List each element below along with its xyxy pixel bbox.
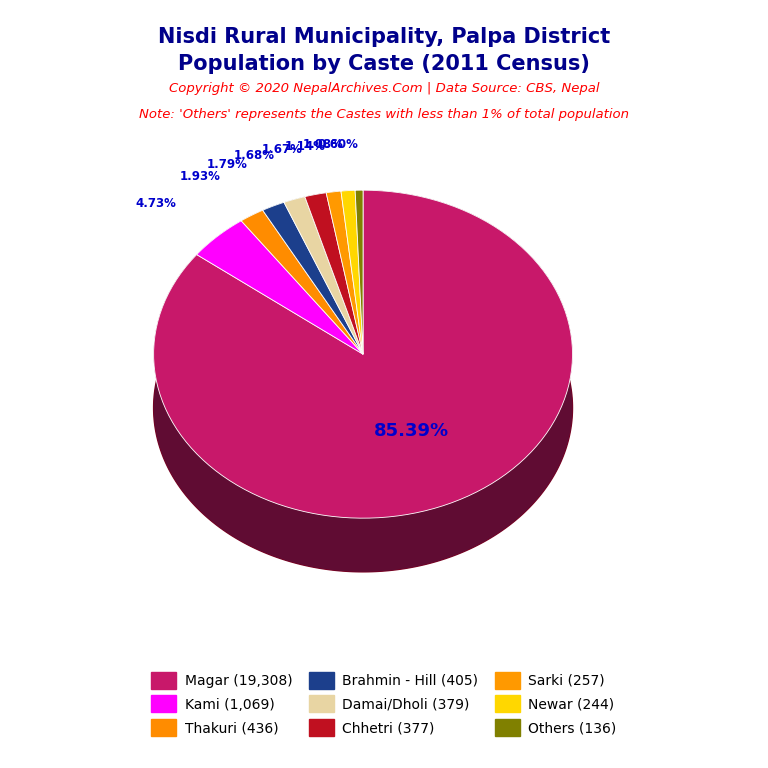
Text: 1.79%: 1.79% [207, 158, 248, 171]
Polygon shape [197, 254, 363, 408]
Polygon shape [263, 202, 284, 264]
Polygon shape [355, 190, 363, 408]
Text: Copyright © 2020 NepalArchives.Com | Data Source: CBS, Nepal: Copyright © 2020 NepalArchives.Com | Dat… [169, 82, 599, 95]
Polygon shape [284, 197, 305, 256]
Text: 0.60%: 0.60% [317, 137, 358, 151]
Polygon shape [241, 210, 263, 274]
Polygon shape [305, 193, 326, 250]
Polygon shape [355, 190, 363, 244]
Polygon shape [284, 197, 363, 354]
Text: 4.73%: 4.73% [136, 197, 177, 210]
Text: 1.93%: 1.93% [180, 170, 220, 183]
Text: 1.08%: 1.08% [303, 138, 344, 151]
Polygon shape [241, 210, 363, 354]
Polygon shape [284, 202, 363, 408]
Text: 1.68%: 1.68% [234, 150, 275, 162]
Polygon shape [154, 190, 572, 518]
Text: Note: 'Others' represents the Castes with less than 1% of total population: Note: 'Others' represents the Castes wit… [139, 108, 629, 121]
Text: Nisdi Rural Municipality, Palpa District: Nisdi Rural Municipality, Palpa District [158, 27, 610, 47]
Polygon shape [355, 190, 363, 408]
Polygon shape [263, 210, 363, 408]
Text: Population by Caste (2011 Census): Population by Caste (2011 Census) [178, 54, 590, 74]
Legend: Magar (19,308), Kami (1,069), Thakuri (436), Brahmin - Hill (405), Damai/Dholi (: Magar (19,308), Kami (1,069), Thakuri (4… [146, 666, 622, 742]
Polygon shape [305, 197, 363, 408]
Text: 1.67%: 1.67% [261, 144, 302, 156]
Polygon shape [241, 220, 363, 408]
Polygon shape [263, 202, 363, 354]
Polygon shape [341, 191, 363, 408]
Polygon shape [241, 220, 363, 408]
Text: 85.39%: 85.39% [374, 422, 449, 439]
Polygon shape [326, 193, 363, 408]
Polygon shape [326, 191, 341, 247]
Polygon shape [154, 190, 572, 572]
Polygon shape [284, 202, 363, 408]
Polygon shape [326, 191, 363, 354]
Polygon shape [197, 220, 363, 354]
Polygon shape [305, 193, 363, 354]
Polygon shape [326, 193, 363, 408]
Polygon shape [355, 190, 363, 354]
Polygon shape [197, 220, 241, 308]
Polygon shape [341, 191, 363, 408]
Polygon shape [341, 190, 355, 245]
Text: 1.14%: 1.14% [284, 140, 326, 153]
Polygon shape [305, 197, 363, 408]
Polygon shape [197, 254, 363, 408]
Polygon shape [263, 210, 363, 408]
Polygon shape [341, 190, 363, 354]
Polygon shape [154, 244, 572, 572]
